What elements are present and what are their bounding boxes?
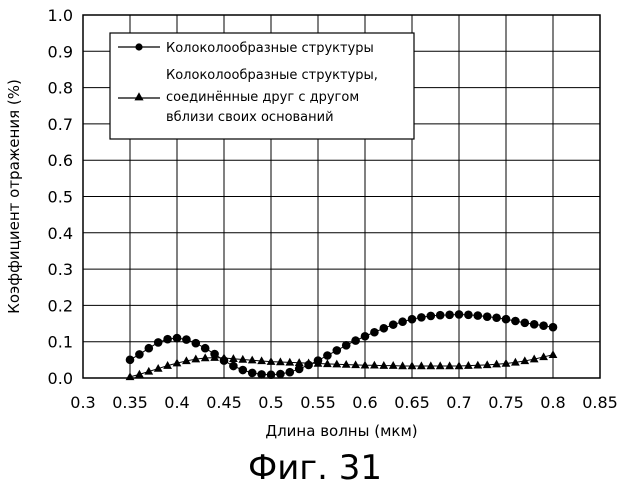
data-point-circle xyxy=(370,328,379,337)
data-point-triangle xyxy=(436,361,445,369)
data-point-triangle xyxy=(445,361,454,369)
x-tick-label: 0.55 xyxy=(300,393,336,412)
data-point-circle xyxy=(154,338,163,347)
y-tick-label: 0.8 xyxy=(48,79,73,98)
data-point-triangle xyxy=(473,361,482,369)
data-point-triangle xyxy=(201,353,210,361)
data-point-triangle xyxy=(295,358,304,366)
data-point-circle xyxy=(248,369,257,378)
data-point-circle xyxy=(239,366,248,375)
data-point-circle xyxy=(380,324,389,333)
data-point-circle xyxy=(351,336,360,345)
data-point-triangle xyxy=(379,361,388,369)
data-point-circle xyxy=(427,312,436,321)
data-point-triangle xyxy=(323,359,332,367)
data-point-triangle xyxy=(389,361,398,369)
x-tick-label: 0.4 xyxy=(164,393,189,412)
data-point-circle xyxy=(417,313,426,322)
data-point-circle xyxy=(474,311,483,320)
legend-label-connected-line1: Колоколообразные структуры, xyxy=(166,68,378,83)
reflectance-chart: 0.3 0.35 0.4 0.45 0.5 0.55 0.6 0.65 0.7 0.75 0.8 0.… xyxy=(0,0,630,440)
data-point-circle xyxy=(455,310,464,319)
x-tick-label: 0.6 xyxy=(352,393,377,412)
data-point-triangle xyxy=(464,361,473,369)
figure-caption: Фиг. 31 xyxy=(0,448,630,488)
y-tick-label: 0.1 xyxy=(48,333,73,352)
data-point-circle xyxy=(492,313,501,322)
x-tick-label: 0.5 xyxy=(258,393,283,412)
data-point-circle xyxy=(201,344,210,353)
data-point-circle xyxy=(229,362,238,371)
legend-marker-circle xyxy=(135,43,142,50)
data-point-circle xyxy=(135,350,144,359)
data-point-circle xyxy=(276,370,285,379)
data-point-circle xyxy=(464,311,473,320)
data-point-triangle xyxy=(426,361,435,369)
x-tick-label: 0.35 xyxy=(112,393,148,412)
data-point-triangle xyxy=(455,361,464,369)
x-tick-label: 0.45 xyxy=(206,393,242,412)
y-tick-label: 0.7 xyxy=(48,115,73,134)
data-point-circle xyxy=(398,317,407,326)
data-point-circle xyxy=(286,368,295,377)
series-bell xyxy=(126,310,558,379)
data-point-triangle xyxy=(408,361,417,369)
data-point-circle xyxy=(182,335,191,344)
y-axis-label: Коэффициент отражения (%) xyxy=(5,79,23,314)
data-point-circle xyxy=(192,339,201,348)
data-point-circle xyxy=(445,311,454,320)
y-tick-label: 0.0 xyxy=(48,369,73,388)
data-point-circle xyxy=(333,346,342,355)
x-tick-label: 0.3 xyxy=(70,393,95,412)
data-point-triangle xyxy=(332,360,341,368)
x-tick-label: 0.65 xyxy=(394,393,430,412)
y-tick-label: 0.4 xyxy=(48,224,73,243)
data-point-circle xyxy=(145,344,154,353)
data-point-triangle xyxy=(285,358,294,366)
x-tick-label: 0.8 xyxy=(540,393,565,412)
data-point-circle xyxy=(539,321,548,330)
data-point-circle xyxy=(549,323,558,332)
data-point-triangle xyxy=(220,353,229,361)
data-point-circle xyxy=(511,317,520,326)
legend-label-bell: Колоколообразные структуры xyxy=(166,41,374,56)
data-point-triangle xyxy=(370,361,379,369)
data-point-circle xyxy=(521,319,530,328)
data-point-circle xyxy=(483,312,492,321)
y-tick-label: 0.2 xyxy=(48,296,73,315)
data-point-circle xyxy=(342,341,351,350)
data-point-circle xyxy=(126,356,135,365)
legend: Колоколообразные структуры Колоколообраз… xyxy=(110,33,414,139)
data-point-circle xyxy=(323,351,332,360)
data-point-triangle xyxy=(342,360,351,368)
x-tick-label: 0.75 xyxy=(488,393,524,412)
data-point-circle xyxy=(389,320,398,329)
y-tick-label: 0.5 xyxy=(48,188,73,207)
legend-label-connected-line2: соединённые друг с другом xyxy=(166,90,359,105)
x-tick-label: 0.7 xyxy=(446,393,471,412)
data-point-triangle xyxy=(549,350,558,358)
data-point-triangle xyxy=(351,360,360,368)
data-point-circle xyxy=(436,311,445,320)
y-tick-label: 0.3 xyxy=(48,260,73,279)
data-point-circle xyxy=(163,335,172,344)
data-point-circle xyxy=(530,320,539,329)
data-point-triangle xyxy=(276,357,285,365)
x-tick-label: 0.85 xyxy=(582,393,618,412)
data-point-circle xyxy=(361,332,370,341)
data-point-triangle xyxy=(417,361,426,369)
legend-label-connected-line3: вблизи своих оснований xyxy=(166,110,334,125)
data-point-triangle xyxy=(398,361,407,369)
data-point-circle xyxy=(173,334,182,343)
y-tick-label: 1.0 xyxy=(48,6,73,25)
x-axis-label: Длина волны (мкм) xyxy=(265,422,417,440)
series-layer xyxy=(126,310,558,380)
y-tick-label: 0.6 xyxy=(48,151,73,170)
data-point-circle xyxy=(408,315,417,324)
series-connected xyxy=(126,350,558,380)
data-point-circle xyxy=(502,315,511,324)
y-tick-label: 0.9 xyxy=(48,42,73,61)
data-point-triangle xyxy=(361,361,370,369)
